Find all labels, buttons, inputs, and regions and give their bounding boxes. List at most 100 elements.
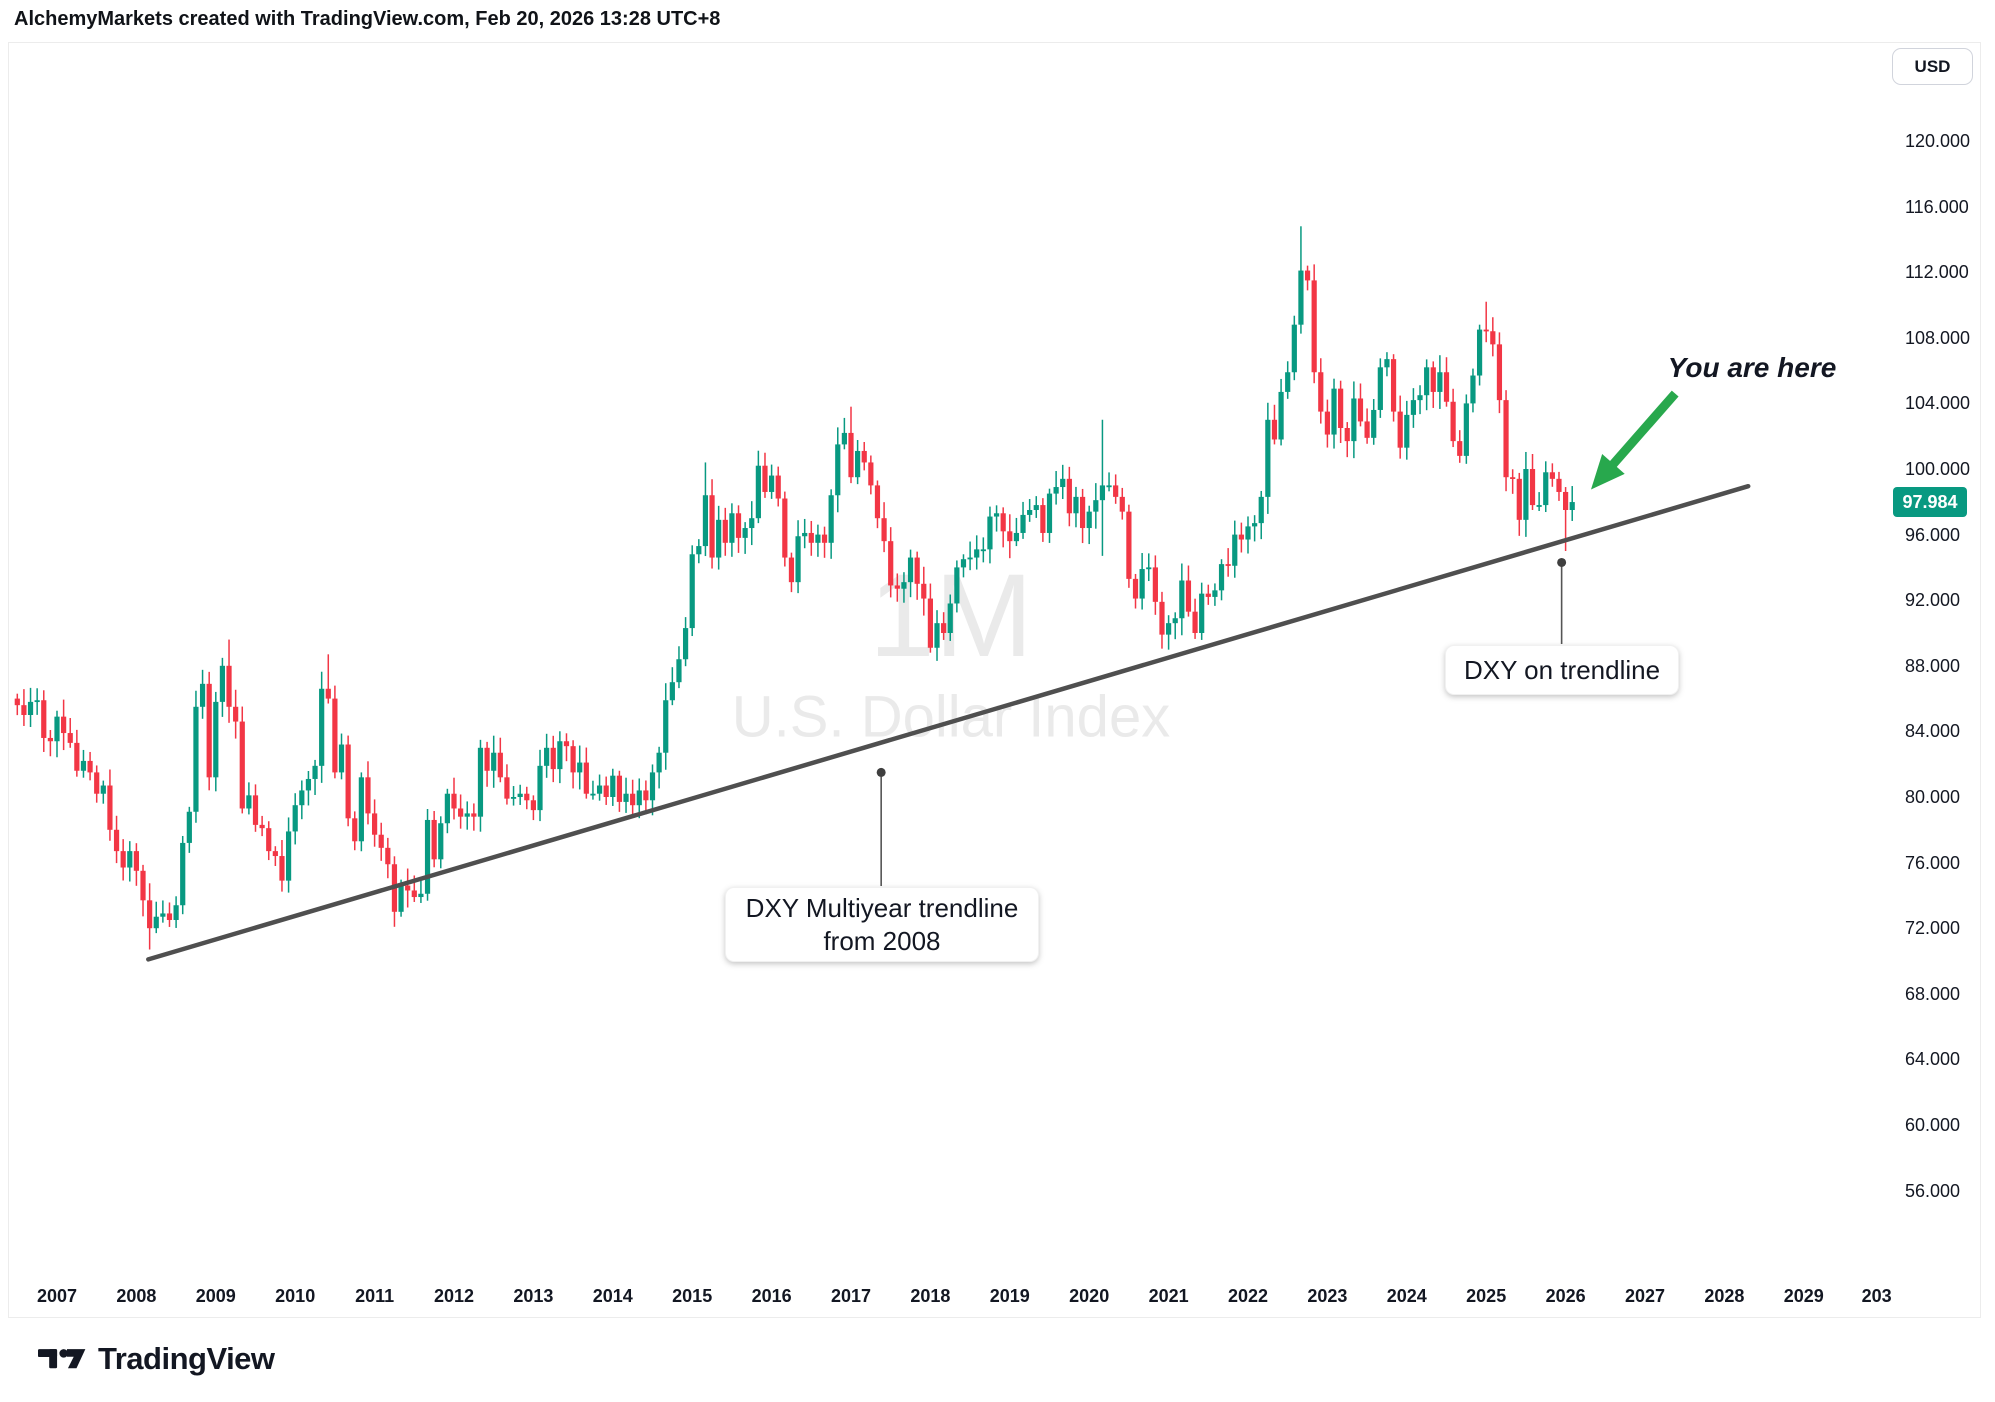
candle-body-2018-12: [1000, 513, 1006, 532]
candle-body-2024-11: [1470, 375, 1476, 404]
candle-body-2016-11: [835, 444, 841, 496]
candle-body-2017-03: [861, 450, 867, 463]
candle-body-2021-08: [1212, 590, 1218, 597]
candle-body-2018-07: [967, 557, 973, 560]
candle-body-2017-07: [888, 541, 894, 586]
candle-body-2010-11: [358, 777, 364, 842]
candle-body-2009-07: [252, 795, 259, 825]
time-tick-label: 2016: [751, 1286, 792, 1306]
candle-body-2006-08: [21, 705, 27, 715]
candle-body-2019-11: [1073, 496, 1079, 514]
candle-body-2022-03: [1258, 496, 1264, 524]
candle-body-2021-06: [1199, 593, 1205, 633]
candle-body-2014-05: [636, 790, 642, 806]
candle-body-2008-05: [160, 913, 166, 917]
candle-body-2017-02: [855, 450, 861, 478]
candle-body-2013-09: [583, 762, 589, 794]
candle-body-2020-12: [1159, 601, 1165, 635]
candle-body-2019-06: [1040, 505, 1046, 533]
candle-body-2017-11: [914, 557, 920, 584]
you-are-here-arrow-head[interactable]: [1591, 454, 1625, 490]
candle-body-2016-07: [808, 532, 814, 543]
candle-body-2022-12: [1318, 372, 1324, 412]
candle-body-2025-07: [1523, 469, 1529, 520]
candle-body-2020-09: [1139, 569, 1145, 599]
candle-body-2023-02: [1331, 388, 1337, 435]
candle-body-2025-05: [1510, 477, 1516, 479]
candle-body-2008-10: [193, 706, 199, 812]
candle-body-2015-03: [702, 495, 709, 547]
chart-frame: [8, 42, 1981, 1318]
you-are-here-label[interactable]: You are here: [1667, 352, 1837, 383]
candle-body-2009-05: [239, 721, 245, 809]
candle-body-2014-06: [643, 790, 649, 801]
attribution-text: AlchemyMarkets created with TradingView.…: [14, 8, 721, 30]
candle-body-2015-06: [722, 519, 728, 543]
candle-body-2015-04: [709, 495, 715, 558]
candle-body-2008-07: [173, 905, 179, 920]
price-tick-label: 72.000: [1905, 918, 1961, 939]
candle-body-2006-09: [27, 701, 34, 715]
candle-body-2017-06: [881, 518, 887, 542]
candle-body-2011-02: [378, 834, 384, 848]
time-tick-label: 2013: [513, 1286, 554, 1306]
candle-body-2025-10: [1543, 472, 1549, 506]
candle-body-2015-01: [689, 554, 695, 629]
currency-usd-button[interactable]: USD: [1892, 48, 1973, 85]
callout-anchor-dot-on_trendline: [1557, 557, 1567, 567]
candle-body-2025-03: [1496, 344, 1503, 401]
candle-body-2023-08: [1371, 409, 1377, 438]
candle-body-2007-05: [80, 760, 87, 771]
candle-body-2006-11: [41, 700, 47, 738]
time-tick-label: 2009: [195, 1286, 236, 1306]
candle-body-2015-10: [749, 518, 755, 529]
candle-body-2021-09: [1218, 564, 1225, 591]
candle-body-2010-01: [292, 805, 298, 832]
multiyear-trendline[interactable]: [146, 483, 1751, 962]
candle-body-2007-09: [107, 785, 113, 830]
last-price-label: 97.984: [1893, 487, 1967, 517]
candle-body-2010-07: [332, 698, 338, 773]
candle-body-2012-02: [458, 808, 464, 817]
candle-body-2006-10: [34, 700, 40, 703]
candle-body-2014-04: [630, 793, 636, 806]
candle-body-2019-09: [1060, 478, 1066, 488]
candle-body-2010-04: [312, 765, 318, 779]
candle-body-2011-01: [372, 813, 378, 835]
price-tick-label: 108.000: [1905, 327, 1971, 348]
candle-body-2006-07: [14, 698, 20, 706]
candle-body-2016-08: [815, 534, 821, 543]
candle-body-2024-10: [1463, 403, 1469, 456]
candle-body-2026-02: [1569, 502, 1575, 510]
time-tick-label: 2025: [1466, 1286, 1507, 1306]
dxy-on-trendline-callout[interactable]: DXY on trendline: [1445, 645, 1679, 695]
candle-body-2011-09: [424, 819, 431, 894]
candle-body-2013-07: [570, 746, 576, 773]
multiyear-trendline-callout[interactable]: DXY Multiyear trendline from 2008: [725, 887, 1039, 962]
candle-body-2016-03: [782, 498, 788, 558]
time-tick-label: 2024: [1386, 1286, 1427, 1306]
price-tick-label: 104.000: [1905, 393, 1971, 414]
time-tick-label: 2026: [1545, 1286, 1586, 1306]
candle-body-2016-05: [795, 536, 801, 583]
candle-body-2021-05: [1192, 611, 1198, 633]
tradingview-logo[interactable]: TradingView: [38, 1341, 275, 1377]
candle-body-2012-10: [510, 797, 517, 799]
candle-body-2015-05: [716, 519, 722, 558]
price-tick-label: 84.000: [1905, 721, 1961, 742]
candle-body-2017-08: [894, 585, 900, 589]
time-tick-label: 2028: [1704, 1286, 1745, 1306]
candle-body-2017-10: [907, 557, 914, 583]
time-tick-label: 2015: [672, 1286, 713, 1306]
candle-body-2008-11: [199, 683, 206, 707]
candle-body-2008-09: [186, 811, 192, 843]
candle-body-2007-02: [61, 716, 67, 734]
time-tick-label: 2017: [830, 1286, 872, 1306]
candle-body-2018-05: [954, 567, 960, 604]
candle-body-2024-12: [1476, 329, 1483, 376]
candle-body-2011-10: [431, 819, 437, 860]
candle-body-2019-12: [1079, 496, 1086, 529]
candle-body-2009-03: [226, 665, 232, 707]
candle-body-2024-01: [1404, 414, 1410, 448]
